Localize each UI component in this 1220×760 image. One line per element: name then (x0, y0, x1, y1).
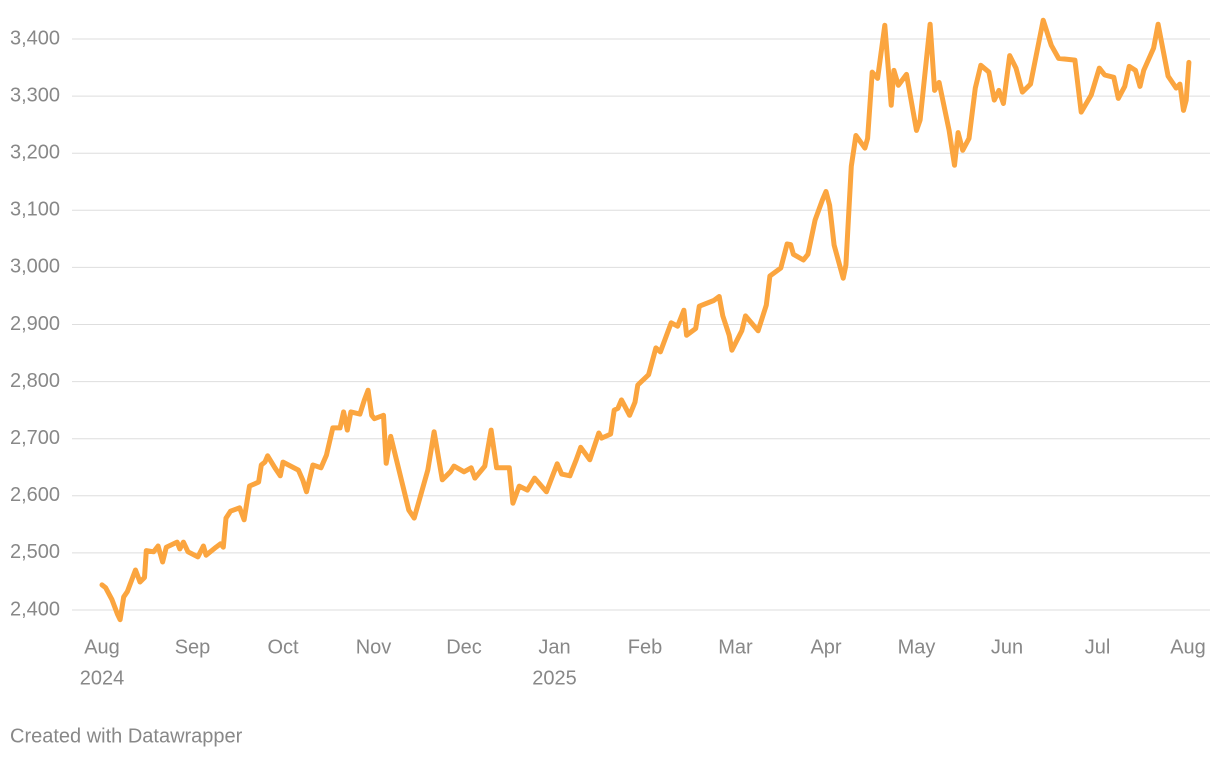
y-tick-label: 3,400 (10, 27, 60, 49)
y-tick-label: 3,200 (10, 141, 60, 163)
line (99, 17, 1192, 623)
x-tick-label: Jan (538, 636, 570, 658)
x-tick-label: Feb (628, 636, 662, 658)
x-tick-label: Jun (991, 636, 1023, 658)
x-tick-label: Aug (84, 636, 120, 658)
x-tick-label: Mar (718, 636, 753, 658)
y-tick-label: 2,500 (10, 541, 60, 563)
y-tick-label: 2,400 (10, 598, 60, 620)
y-tick-label: 2,800 (10, 370, 60, 392)
x-tick-label: May (898, 636, 936, 658)
x-tick-label: Oct (267, 636, 299, 658)
x-tick-label: Apr (810, 636, 841, 658)
x-year-label: 2024 (80, 667, 125, 689)
x-tick-label: Sep (175, 636, 211, 658)
x-tick-label: Nov (356, 636, 392, 658)
y-tick-label: 3,000 (10, 256, 60, 278)
x-tick-label: Dec (446, 636, 482, 658)
credit: Created with Datawrapper (10, 725, 243, 747)
y-tick-label: 3,100 (10, 199, 60, 221)
x-tick-label: Aug (1170, 636, 1206, 658)
y-tick-label: 3,300 (10, 84, 60, 106)
y-tick-label: 2,700 (10, 427, 60, 449)
x-tick-label: Jul (1085, 636, 1111, 658)
y-tick-label: 2,900 (10, 313, 60, 335)
x-year-label: 2025 (532, 667, 577, 689)
y-tick-label: 2,600 (10, 484, 60, 506)
